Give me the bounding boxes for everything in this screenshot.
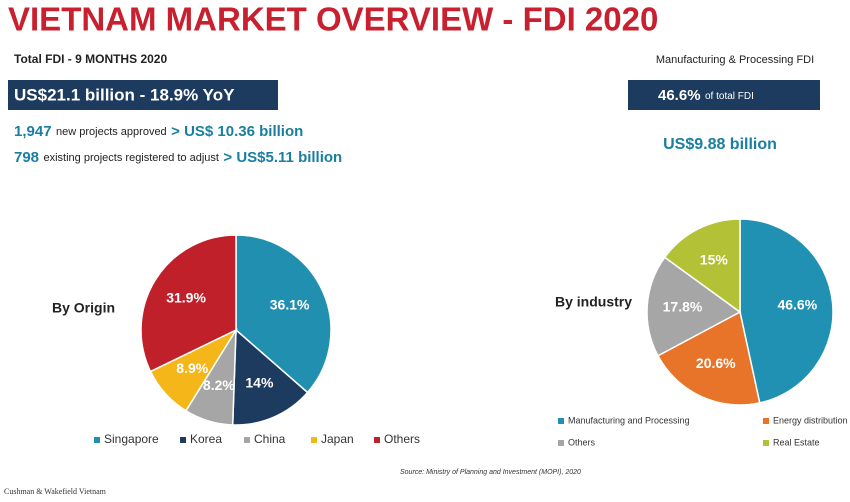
slice-label: 20.6% (696, 355, 736, 371)
amount: > US$ 10.36 billion (171, 123, 303, 140)
legend-swatch (763, 440, 769, 446)
pie-slice (739, 218, 834, 404)
slice-label: 14% (245, 375, 274, 391)
count: 798 (14, 149, 39, 166)
line-text: existing projects registered to adjust (43, 152, 218, 164)
slice-label: 17.8% (663, 299, 703, 315)
pie-title: By Origin (52, 300, 115, 316)
manufacturing-box (628, 80, 820, 110)
pie-slice (663, 218, 741, 314)
total-banner: US$21.1 billion - 18.9% YoY (14, 85, 235, 104)
pie-slice (656, 310, 761, 406)
manufacturing-share: 46.6% of total FDI (658, 87, 754, 104)
pie-slice (140, 234, 237, 373)
legend-label: Japan (321, 432, 354, 446)
page-title: VIETNAM MARKET OVERVIEW - FDI 2020 (8, 1, 658, 38)
legend-label: Real Estate (773, 437, 820, 447)
legend-label: Energy distribution (773, 415, 848, 425)
slice-label: 46.6% (777, 297, 817, 313)
slice-label: 15% (700, 251, 729, 267)
share-text: of total FDI (705, 91, 754, 102)
legend-swatch (374, 437, 380, 443)
legend-swatch (558, 418, 564, 424)
legend-swatch (763, 418, 769, 424)
total-label: Total FDI - 9 MONTHS 2020 (14, 52, 167, 66)
pie-slice (646, 256, 742, 357)
line-text: new projects approved (56, 126, 167, 138)
slice-label: 31.9% (166, 289, 206, 305)
legend-swatch (94, 437, 100, 443)
footer: Cushman & Wakefield Vietnam (4, 487, 107, 496)
amount: > US$5.11 billion (223, 149, 342, 166)
legend-label: China (254, 432, 286, 446)
legend-label: Manufacturing and Processing (568, 415, 690, 425)
legend-label: Korea (190, 432, 222, 446)
legend-label: Others (568, 437, 596, 447)
slice-label: 8.9% (176, 360, 208, 376)
legend-swatch (180, 437, 186, 443)
slice-label: 36.1% (270, 296, 310, 312)
line-2: 798 existing projects registered to adju… (14, 149, 342, 166)
manufacturing-label: Manufacturing & Processing FDI (656, 54, 814, 66)
slice-label: 8.2% (203, 377, 235, 393)
pie-title: By industry (555, 294, 632, 310)
legend-swatch (558, 440, 564, 446)
legend-label: Others (384, 432, 420, 446)
count: 1,947 (14, 123, 52, 140)
pie-slice (235, 234, 332, 394)
legend-swatch (311, 437, 317, 443)
legend-label: Singapore (104, 432, 159, 446)
manufacturing-amount: US$9.88 billion (663, 136, 777, 153)
source: Source: Ministry of Planning and Investm… (400, 469, 581, 476)
line-1: 1,947 new projects approved > US$ 10.36 … (14, 123, 303, 140)
share: 46.6% (658, 87, 701, 104)
pie-slice (231, 328, 309, 426)
total-banner-box (8, 80, 278, 110)
legend-swatch (244, 437, 250, 443)
